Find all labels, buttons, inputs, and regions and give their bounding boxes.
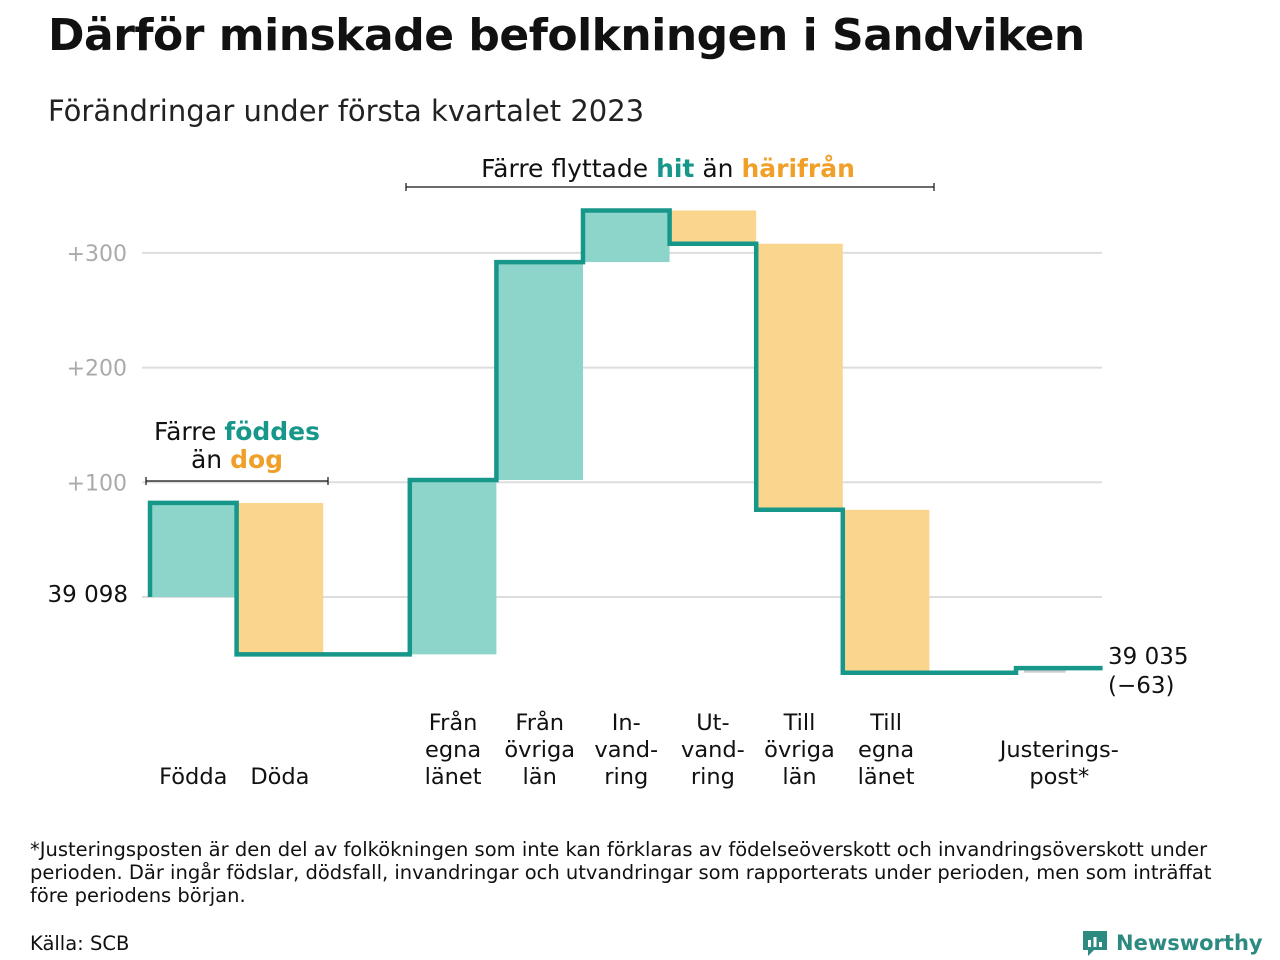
- y-tick-label: +200: [67, 357, 127, 382]
- category-label: vand-: [681, 737, 745, 763]
- annotation-text: än: [702, 154, 733, 183]
- migration-annotation: Färre flyttade hit än härifrån: [405, 154, 935, 191]
- increase-bar: [583, 210, 670, 263]
- increase-bar: [496, 262, 583, 481]
- category-label: Från: [515, 708, 564, 736]
- footnote: *Justeringsposten är den del av folkökni…: [30, 838, 1212, 907]
- svg-text:Färre föddes: Färre föddes: [154, 417, 320, 446]
- births-deaths-annotation: Färre föddes än dog: [145, 417, 329, 485]
- category-label: ring: [604, 764, 648, 790]
- category-label: post*: [1029, 764, 1089, 790]
- decrease-bar: [756, 243, 843, 510]
- end-change-label: (−63): [1108, 673, 1174, 699]
- annotation-highlight-harifran: härifrån: [741, 154, 854, 183]
- svg-text:Färre flyttade hit än härifrån: Färre flyttade hit än härifrån: [481, 154, 855, 183]
- category-label: Från: [429, 708, 478, 736]
- end-value-label: 39 035: [1108, 644, 1188, 670]
- cumulative-step-line: [147, 208, 1103, 675]
- increase-bar: [150, 502, 237, 597]
- increase-bar: [409, 480, 497, 655]
- source-credit: Källa: SCB: [30, 932, 130, 955]
- category-label: Justerings-: [998, 737, 1119, 763]
- category-label: egna: [425, 737, 481, 763]
- decrease-bar: [842, 509, 930, 673]
- annotation-text: Färre flyttade: [481, 154, 648, 183]
- annotation-text: än: [191, 445, 222, 474]
- decrease-bar: [669, 210, 757, 244]
- annotation-highlight-hit: hit: [656, 154, 694, 183]
- adjustment-bar: [1024, 668, 1066, 673]
- brand: Newsworthy: [1080, 928, 1263, 958]
- category-label: länet: [425, 764, 482, 790]
- chart-subtitle: Förändringar under första kvartalet 2023: [48, 94, 645, 128]
- category-label: övriga: [504, 737, 575, 763]
- y-tick-label: +100: [67, 471, 127, 496]
- category-label: övriga: [764, 737, 835, 763]
- category-label: ring: [691, 764, 735, 790]
- y-tick-labels: +100 +200 +300: [67, 242, 127, 496]
- category-label: In-: [612, 710, 641, 736]
- decrease-bar: [236, 502, 324, 655]
- start-value-label: 39 098: [48, 582, 128, 608]
- category-labels: Födda DödaFrånegnalänetFrånövrigalänIn-va…: [159, 708, 1119, 790]
- chart-title: Därför minskade befolkningen i Sandviken: [48, 10, 1085, 61]
- category-label: Till: [869, 710, 902, 736]
- category-label: län: [523, 764, 557, 790]
- newsworthy-logo-icon: [1083, 931, 1107, 956]
- brand-name: Newsworthy: [1116, 931, 1263, 955]
- category-label: län: [782, 764, 816, 790]
- waterfall-chart: +100+200+300 Födda DödaFrånegnalänetFrånö…: [48, 154, 1189, 790]
- step-line-layer: [147, 208, 1103, 675]
- annotation-highlight-died: dog: [230, 445, 283, 474]
- category-label: Döda: [250, 764, 309, 790]
- y-tick-label: +300: [67, 242, 127, 267]
- category-label: Till: [783, 710, 816, 736]
- category-label: vand-: [594, 737, 658, 763]
- category-label: egna: [858, 737, 914, 763]
- category-label: länet: [858, 764, 915, 790]
- annotation-highlight-born: föddes: [224, 417, 320, 446]
- waterfall-bars: [150, 210, 1066, 673]
- category-label: Födda: [159, 764, 227, 790]
- svg-text:än dog: än dog: [191, 445, 283, 474]
- annotation-text: Färre: [154, 417, 216, 446]
- category-label: Ut-: [696, 710, 729, 736]
